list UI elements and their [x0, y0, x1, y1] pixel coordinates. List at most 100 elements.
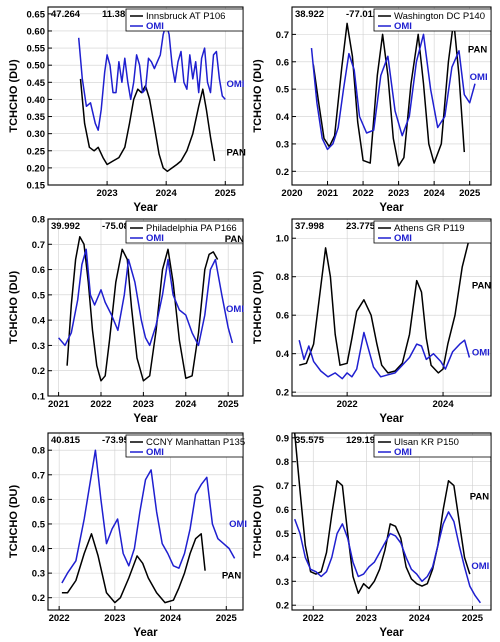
x-tick-label: 2023 [104, 613, 125, 624]
site-longitude: -73.951 [102, 435, 135, 446]
legend-box [125, 434, 244, 458]
legend-label: Ulsan KR P150 [394, 437, 459, 448]
series-annotation-omi: OMI [229, 519, 247, 530]
legend-label: OMI [146, 447, 164, 458]
legend-label: Philadelphia PA P166 [146, 223, 237, 234]
y-tick-label: 0.6 [276, 311, 289, 322]
series-line-omi [310, 33, 476, 151]
series-line-omi [293, 511, 482, 604]
legend-label: OMI [394, 233, 412, 244]
series-annotation-pan: PAN [472, 280, 491, 291]
y-tick-label: 0.5 [276, 85, 290, 96]
y-tick-label: 0.4 [32, 316, 46, 327]
series-line-omi [77, 23, 226, 131]
legend-box [125, 220, 244, 244]
y-tick-label: 0.7 [32, 470, 45, 481]
y-tick-label: 0.55 [27, 44, 46, 55]
x-tick-label: 2025 [215, 188, 237, 199]
x-axis-label: Year [133, 627, 158, 639]
y-tick-label: 0.1 [32, 392, 46, 403]
x-tick-label: 2024 [432, 399, 454, 410]
y-axis-label: TCHCHO (DU) [252, 59, 264, 133]
series-annotation-pan: PAN [225, 234, 244, 245]
y-tick-label: 0.6 [32, 495, 45, 506]
y-tick-label: 0.6 [32, 265, 45, 276]
plot-frame [47, 218, 244, 397]
y-tick-label: 0.2 [276, 167, 289, 178]
chart-panel-5: 0.2 0.3 0.4 0.5 0.6 0.7 0.8 2022 2023 2024 2025 Yea… [8, 432, 247, 639]
y-axis-label: TCHCHO (DU) [8, 59, 20, 133]
series-line-pan [66, 235, 219, 382]
y-tick-label: 0.3 [276, 577, 289, 588]
site-latitude: 37.998 [295, 221, 324, 232]
y-tick-label: 0.45 [27, 78, 46, 89]
y-tick-label: 0.5 [276, 529, 290, 540]
site-longitude: 23.775 [346, 221, 376, 232]
y-tick-label: 0.40 [27, 95, 46, 106]
y-tick-label: 0.20 [27, 163, 46, 174]
series-annotation-pan: PAN [470, 491, 489, 502]
series-annotation-omi: OMI [472, 348, 490, 359]
x-tick-label: 2024 [175, 399, 197, 410]
y-tick-label: 0.4 [32, 544, 46, 555]
series-line-omi [58, 248, 234, 347]
series-annotation-omi: OMI [470, 72, 488, 83]
chart-panel-2: 0.2 0.3 0.4 0.5 0.6 0.7 2020 2021 2022 2023 2024 20… [252, 6, 492, 214]
y-axis-label: TCHCHO (DU) [252, 271, 264, 345]
y-tick-label: 0.3 [32, 341, 45, 352]
y-tick-label: 0.7 [276, 30, 289, 41]
legend-box [373, 8, 492, 32]
x-tick-label: 2025 [462, 613, 484, 624]
y-tick-label: 0.65 [27, 9, 46, 20]
x-tick-label: 2024 [424, 188, 446, 199]
series-line-omi [298, 331, 471, 380]
y-tick-label: 0.50 [27, 61, 46, 72]
y-axis-label: TCHCHO (DU) [8, 485, 20, 559]
y-tick-label: 0.2 [32, 593, 45, 604]
x-axis-label: Year [379, 202, 404, 214]
y-tick-label: 0.5 [32, 519, 46, 530]
legend-box [125, 8, 244, 32]
y-tick-label: 0.2 [276, 601, 289, 612]
site-longitude: 11.385 [102, 9, 131, 20]
x-tick-label: 2022 [90, 399, 111, 410]
series-line-omi [61, 449, 236, 584]
x-tick-label: 2024 [409, 613, 431, 624]
y-tick-label: 0.8 [32, 446, 45, 457]
legend-label: OMI [394, 447, 412, 458]
series-line-pan [312, 19, 466, 167]
site-latitude: 35.575 [295, 435, 325, 446]
x-tick-label: 2022 [303, 613, 324, 624]
plot-frame [291, 6, 492, 186]
series-line-pan [293, 432, 471, 595]
site-latitude: 39.992 [51, 221, 80, 232]
y-tick-label: 0.2 [32, 366, 45, 377]
y-tick-label: 0.15 [27, 181, 46, 192]
legend-label: Innsbruck AT P106 [146, 11, 225, 22]
y-tick-label: 0.5 [32, 290, 46, 301]
plot-frame [291, 218, 492, 397]
x-tick-label: 2022 [353, 188, 374, 199]
plot-frame [291, 432, 492, 611]
series-annotation-omi: OMI [226, 304, 244, 315]
legend-label: Washington DC P140 [394, 11, 485, 22]
y-axis-label: TCHCHO (DU) [8, 271, 20, 345]
site-latitude: 47.264 [51, 9, 81, 20]
chart-panel-4: 0.2 0.4 0.6 0.8 1.0 2022 2024 Year TCHCHO (DU) 37… [252, 218, 492, 425]
x-axis-label: Year [133, 202, 158, 214]
y-tick-label: 0.8 [32, 215, 45, 226]
series-annotation-omi: OMI [226, 79, 244, 90]
series-line-pan [79, 78, 216, 173]
x-tick-label: 2022 [49, 613, 70, 624]
series-annotation-pan: PAN [222, 571, 241, 582]
series-annotation-pan: PAN [226, 147, 245, 158]
site-latitude: 38.922 [295, 9, 324, 20]
x-tick-label: 2022 [337, 399, 358, 410]
x-tick-label: 2021 [48, 399, 70, 410]
x-tick-label: 2025 [216, 613, 238, 624]
legend-label: CCNY Manhattan P135 [146, 437, 245, 448]
y-tick-label: 0.3 [276, 139, 289, 150]
x-axis-label: Year [379, 627, 404, 639]
x-tick-label: 2024 [156, 188, 178, 199]
